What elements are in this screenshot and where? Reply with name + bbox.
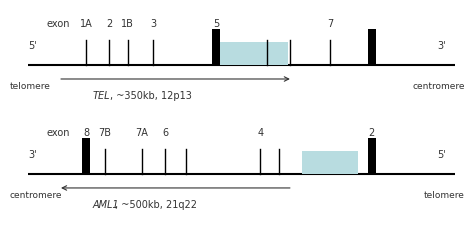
Text: telomere: telomere — [424, 191, 465, 200]
Text: 8: 8 — [83, 128, 89, 138]
Text: 4: 4 — [257, 128, 263, 138]
Text: 2: 2 — [106, 19, 112, 29]
Text: 7B: 7B — [98, 128, 111, 138]
Text: 5: 5 — [213, 19, 219, 29]
Text: 1A: 1A — [80, 19, 92, 29]
Text: 5': 5' — [437, 150, 446, 160]
Text: 7: 7 — [327, 19, 333, 29]
Text: TEL: TEL — [93, 91, 110, 101]
Bar — [82, 138, 90, 173]
Text: exon: exon — [46, 19, 70, 29]
Text: 3': 3' — [437, 41, 446, 51]
Bar — [216, 42, 288, 64]
Text: 2: 2 — [369, 128, 375, 138]
Text: AML1: AML1 — [93, 200, 119, 210]
Text: centromere: centromere — [9, 191, 62, 200]
Text: centromere: centromere — [412, 82, 465, 91]
Bar — [367, 138, 376, 173]
Text: 7A: 7A — [136, 128, 148, 138]
Text: , ~500kb, 21q22: , ~500kb, 21q22 — [115, 200, 197, 210]
Text: telomere: telomere — [9, 82, 50, 91]
Bar — [212, 29, 220, 64]
Bar — [367, 29, 376, 64]
Text: 3: 3 — [150, 19, 156, 29]
Text: , ~350kb, 12p13: , ~350kb, 12p13 — [109, 91, 191, 101]
Text: 6: 6 — [162, 128, 168, 138]
Text: exon: exon — [46, 128, 70, 138]
Text: 1B: 1B — [121, 19, 134, 29]
Bar — [302, 151, 358, 173]
Text: 3': 3' — [28, 150, 37, 160]
Text: 5': 5' — [28, 41, 37, 51]
